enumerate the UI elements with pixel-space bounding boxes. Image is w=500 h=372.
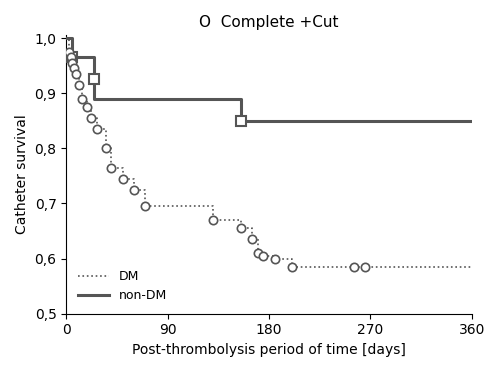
- X-axis label: Post-thrombolysis period of time [days]: Post-thrombolysis period of time [days]: [132, 343, 406, 357]
- Legend: DM, non-DM: DM, non-DM: [72, 265, 172, 308]
- Title: O  Complete +Cut: O Complete +Cut: [200, 15, 339, 30]
- Y-axis label: Catheter survival: Catheter survival: [15, 115, 29, 234]
